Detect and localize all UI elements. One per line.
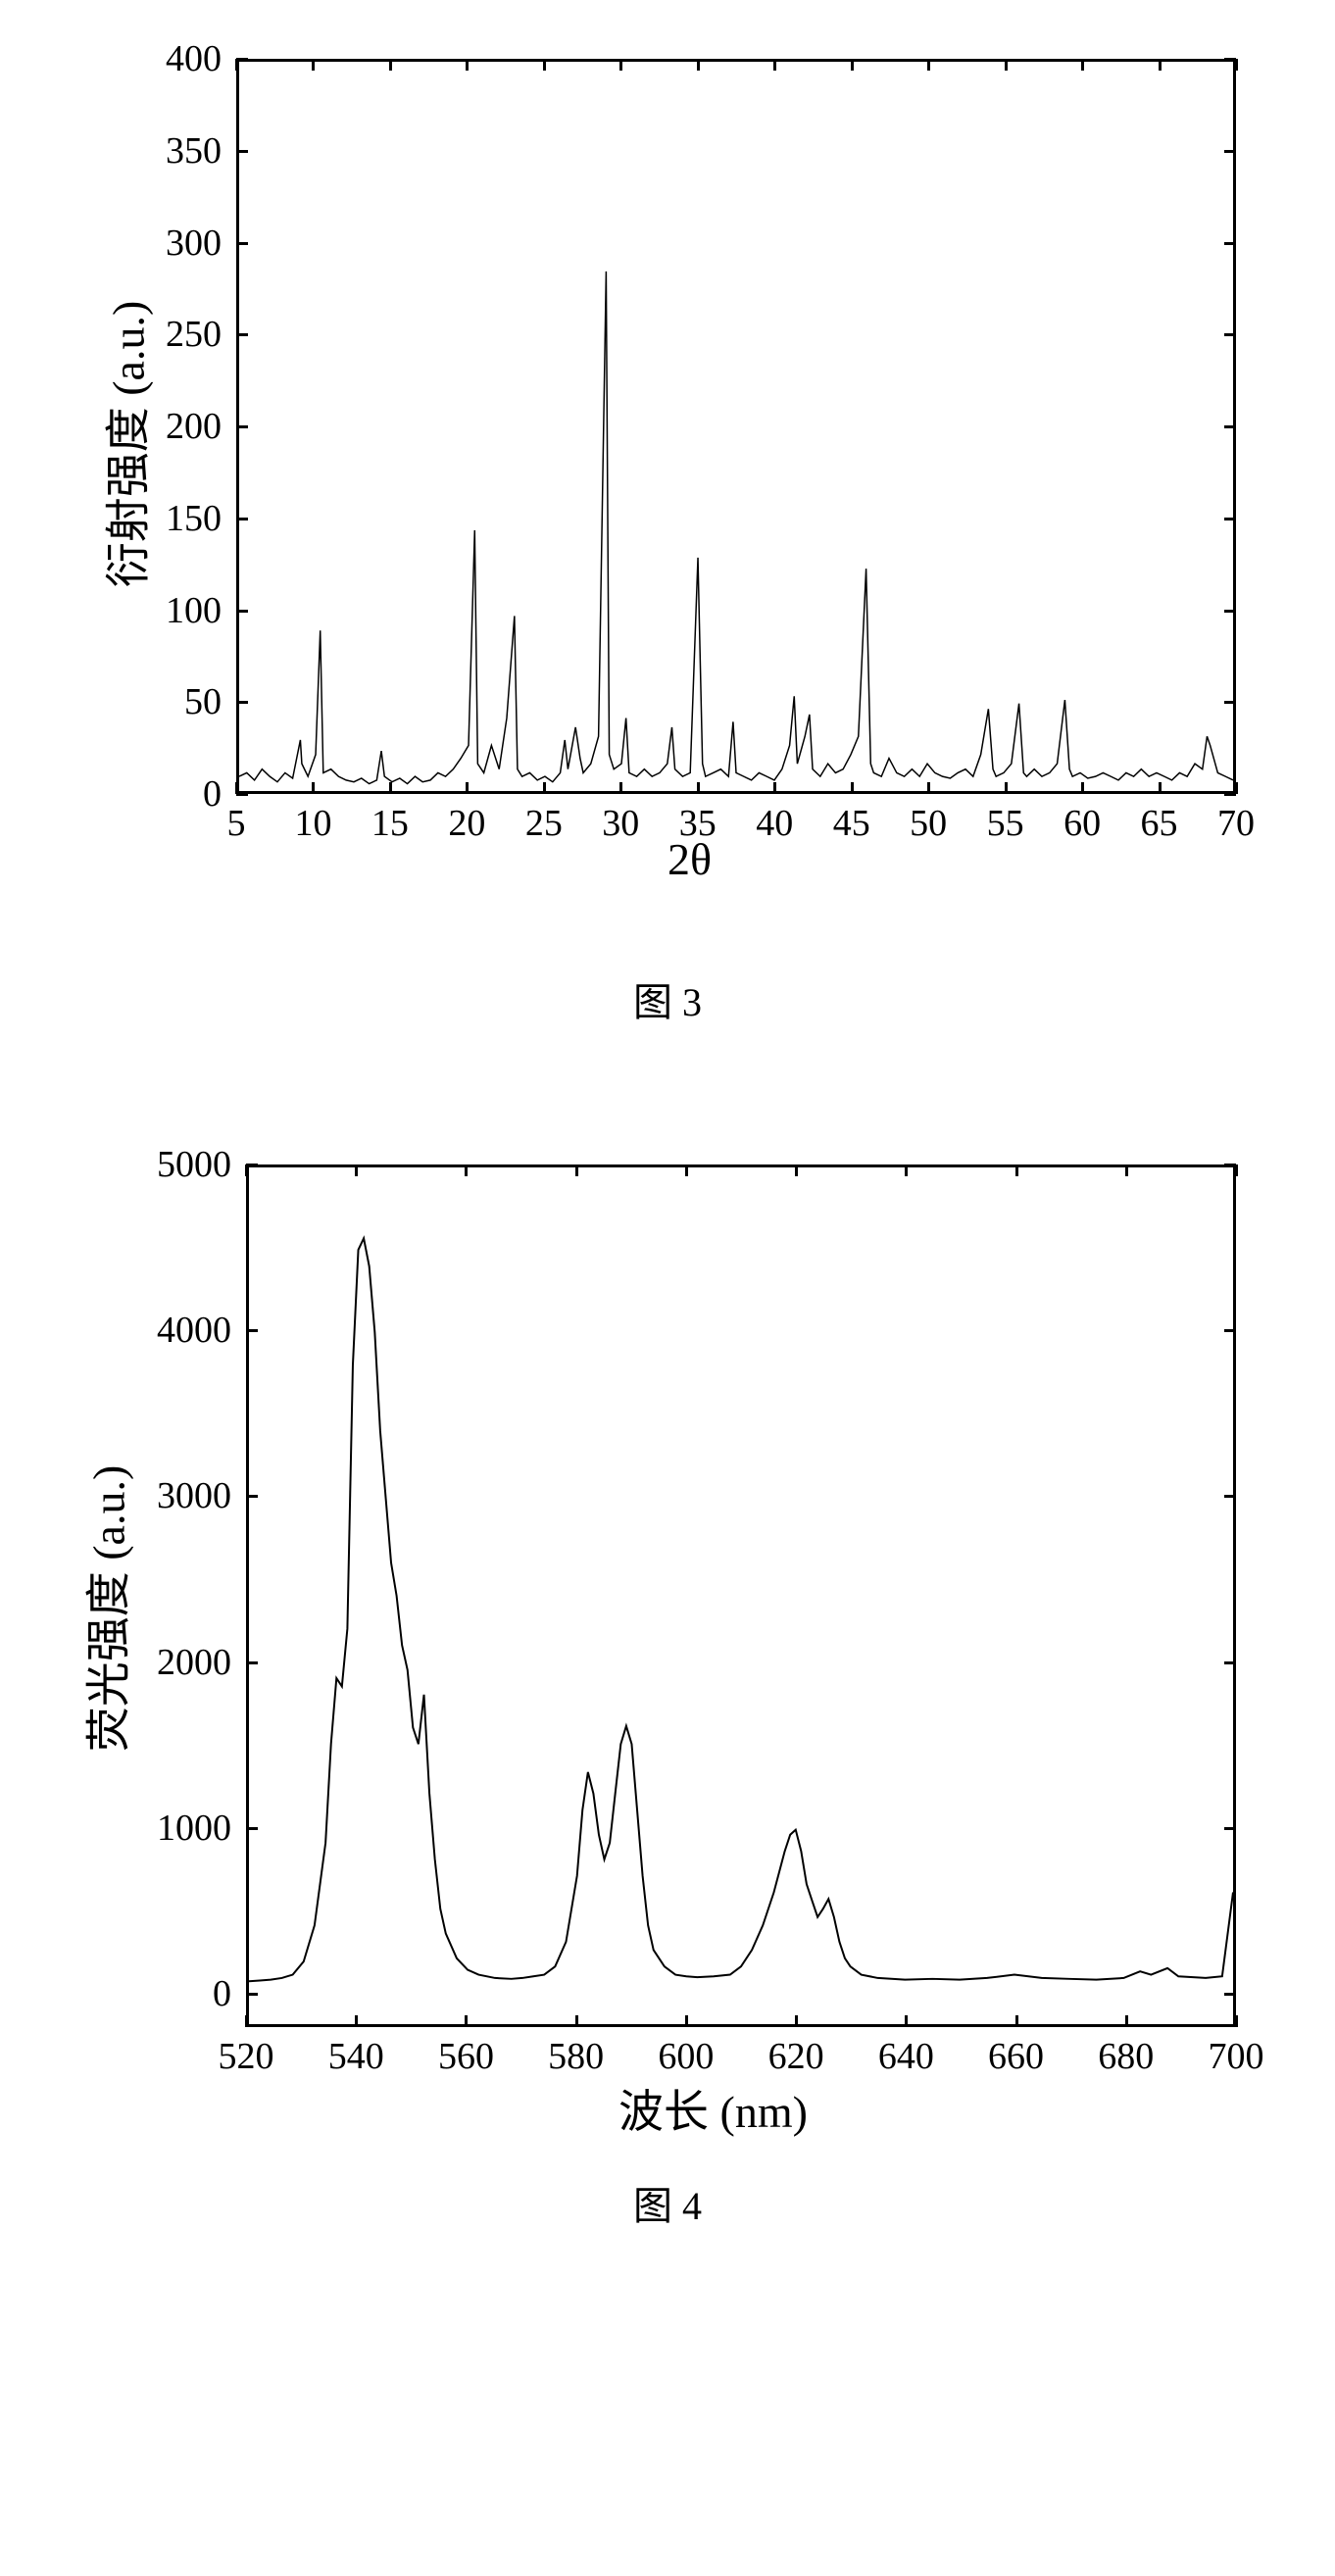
figure3-dataline [239,62,1233,791]
xtick-label: 620 [762,2035,830,2078]
figure4-caption: 图 4 [39,2174,1296,2231]
figure4-xlabel: 波长 (nm) [618,2076,808,2141]
figure4-dataline [249,1167,1233,2024]
xtick-label: 25 [515,802,573,845]
figure3-container: 衍射强度 (a.u.) 2θ 050100150200250300350400 … [40,39,1295,921]
xtick-label: 10 [283,802,342,845]
ytick-label: 200 [104,405,222,448]
xtick-label: 70 [1207,802,1265,845]
ytick-label: 350 [104,129,222,173]
xtick-label: 20 [437,802,496,845]
xtick-label: 50 [899,802,958,845]
xtick-label: 580 [542,2035,611,2078]
xtick-label: 680 [1092,2035,1161,2078]
ytick-label: 250 [104,313,222,356]
xtick-label: 540 [321,2035,390,2078]
xtick-label: 30 [591,802,650,845]
ytick-label: 50 [104,680,222,723]
ytick-label: 100 [104,589,222,632]
xtick-label: 35 [668,802,727,845]
xtick-label: 40 [745,802,804,845]
xtick-label: 65 [1130,802,1189,845]
xtick-label: 60 [1053,802,1112,845]
ytick-label: 3000 [94,1474,231,1517]
xtick-label: 660 [982,2035,1051,2078]
xtick-label: 15 [361,802,420,845]
ytick-label: 400 [104,37,222,80]
figure4-plot [246,1164,1236,2027]
figure4-container: 荧光强度 (a.u.) 波长 (nm) 01000200030004000500… [40,1145,1295,2125]
ytick-label: 0 [104,772,222,816]
xtick-label: 520 [212,2035,280,2078]
xtick-label: 700 [1202,2035,1270,2078]
ytick-label: 300 [104,222,222,265]
xtick-label: 640 [871,2035,940,2078]
ytick-label: 4000 [94,1309,231,1352]
xtick-label: 600 [652,2035,720,2078]
xtick-label: 5 [207,802,266,845]
xtick-label: 45 [822,802,881,845]
ytick-label: 150 [104,497,222,540]
xtick-label: 560 [431,2035,500,2078]
ytick-label: 1000 [94,1807,231,1850]
ytick-label: 0 [94,1972,231,2015]
ytick-label: 5000 [94,1143,231,1186]
figure3-caption: 图 3 [39,970,1296,1027]
xtick-label: 55 [976,802,1035,845]
figure3-plot [236,59,1236,794]
ytick-label: 2000 [94,1641,231,1684]
